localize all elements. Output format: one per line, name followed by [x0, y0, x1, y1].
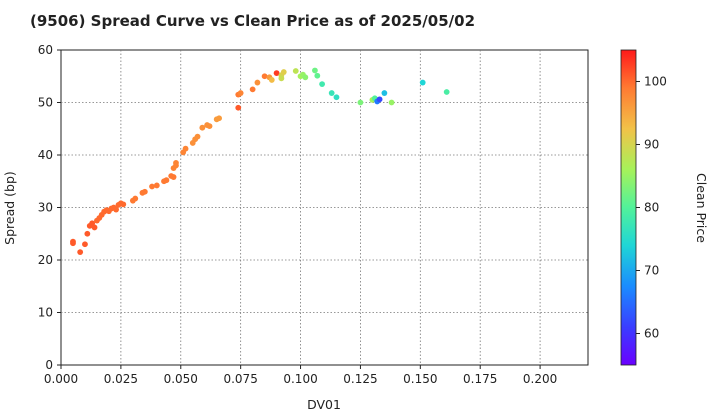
- scatter-point: [84, 230, 91, 237]
- y-tick-label: 30: [38, 201, 53, 215]
- scatter-point: [261, 73, 268, 80]
- scatter-point: [319, 81, 326, 88]
- scatter-point: [132, 195, 139, 202]
- y-axis-ticks: 0 10 20 30 40 50 60: [38, 43, 61, 372]
- x-tick-label: 0.125: [343, 372, 377, 386]
- scatter-point: [91, 224, 98, 231]
- scatter-point: [328, 90, 335, 96]
- scatter-point: [113, 206, 119, 213]
- scatter-point: [70, 240, 76, 247]
- scatter-point: [77, 249, 84, 256]
- scatter-point: [268, 77, 275, 83]
- y-tick-label: 20: [38, 253, 53, 267]
- scatter-point: [388, 99, 395, 106]
- scatter-point: [141, 188, 148, 195]
- scatter-point: [376, 96, 383, 103]
- scatter-point: [312, 67, 318, 74]
- y-axis-label: Spread (bp): [2, 171, 17, 245]
- scatter-point: [194, 133, 201, 140]
- scatter-point: [170, 174, 177, 180]
- scatter-point: [216, 115, 223, 122]
- scatter-point: [302, 74, 309, 81]
- x-tick-label: 0.150: [403, 372, 437, 386]
- y-tick-label: 0: [45, 358, 53, 372]
- scatter-point: [120, 201, 127, 208]
- colorbar-ticks: 60 70 80 90 100: [636, 75, 667, 341]
- scatter-point: [249, 86, 256, 93]
- colorbar-tick-label: 60: [644, 327, 659, 341]
- scatter-point: [149, 183, 155, 190]
- data-points: [70, 67, 450, 256]
- scatter-point: [419, 79, 426, 86]
- scatter-point: [333, 94, 340, 101]
- x-axis-label: DV01: [307, 397, 341, 412]
- scatter-point: [153, 182, 160, 189]
- scatter-point: [235, 104, 242, 111]
- x-axis-ticks: 0.000 0.025 0.050 0.075 0.100 0.125 0.150 0.175…: [44, 365, 557, 386]
- colorbar-tick-label: 80: [644, 201, 659, 215]
- scatter-point: [82, 241, 88, 248]
- scatter-point: [280, 69, 287, 75]
- colorbar-tick-label: 70: [644, 264, 659, 278]
- scatter-point: [292, 68, 299, 74]
- scatter-point: [443, 89, 450, 95]
- scatter-point: [381, 90, 388, 96]
- x-tick-label: 0.050: [164, 372, 198, 386]
- scatter-point: [206, 123, 213, 130]
- scatter-point: [173, 162, 179, 169]
- x-tick-label: 0.175: [463, 372, 497, 386]
- scatter-point: [357, 99, 364, 106]
- colorbar-tick-label: 90: [644, 138, 659, 152]
- scatter-point: [199, 124, 206, 131]
- y-tick-label: 60: [38, 43, 53, 57]
- grid-lines: [61, 50, 588, 365]
- x-tick-label: 0.025: [104, 372, 138, 386]
- y-tick-label: 40: [38, 148, 53, 162]
- x-tick-label: 0.075: [223, 372, 257, 386]
- colorbar-label: Clean Price: [694, 173, 709, 243]
- y-tick-label: 10: [38, 306, 53, 320]
- scatter-point: [89, 220, 96, 227]
- colorbar-tick-label: 100: [644, 75, 667, 89]
- scatter-point: [163, 177, 170, 184]
- chart-title: (9506) Spread Curve vs Clean Price as of…: [30, 12, 475, 30]
- scatter-point: [314, 72, 321, 79]
- x-tick-label: 0.200: [523, 372, 557, 386]
- scatter-point: [273, 70, 280, 76]
- x-tick-label: 0.000: [44, 372, 78, 386]
- scatter-point: [254, 79, 261, 86]
- scatter-point: [278, 75, 285, 82]
- scatter-point: [237, 90, 244, 96]
- colorbar: [620, 49, 637, 366]
- x-tick-label: 0.100: [283, 372, 317, 386]
- y-tick-label: 50: [38, 96, 53, 110]
- scatter-point: [182, 145, 189, 152]
